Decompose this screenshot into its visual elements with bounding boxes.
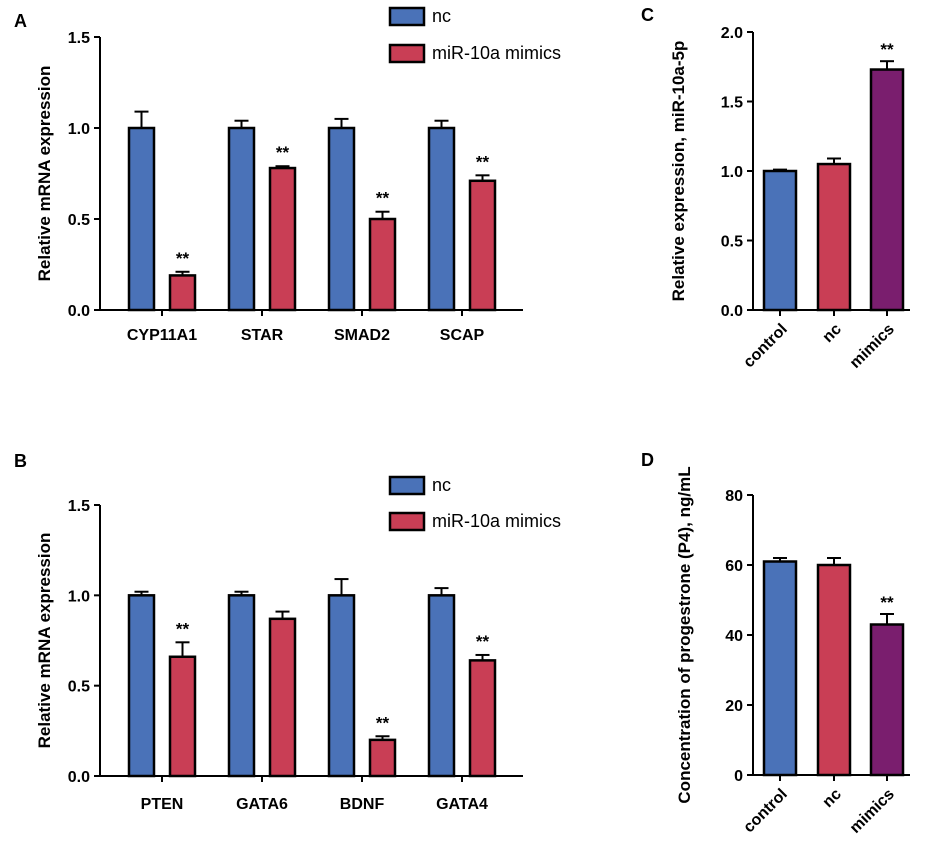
y-tick-label: 0.5 [68, 212, 90, 229]
bar-mimics [268, 617, 297, 778]
legend-label: nc [432, 6, 451, 26]
bar-mimics [368, 217, 397, 312]
significance-marker: ** [176, 619, 190, 638]
significance-marker: ** [476, 152, 490, 171]
bar-control [762, 560, 798, 777]
category-label: nc [820, 786, 845, 811]
y-tick-label: 1.5 [68, 498, 90, 515]
category-label: control [740, 321, 790, 371]
legend-label: nc [432, 475, 451, 495]
category-label: PTEN [141, 796, 184, 813]
panel-label-C: C [641, 5, 654, 25]
panel-label-A: A [14, 11, 27, 31]
bar-mimics [168, 274, 197, 312]
bar-mimics [468, 179, 497, 312]
y-tick-label: 0.0 [68, 303, 90, 320]
y-tick-label: 1.0 [721, 164, 743, 181]
significance-marker: ** [376, 713, 390, 732]
category-label: STAR [241, 327, 284, 344]
y-axis-label: Relative mRNA expression [35, 66, 54, 282]
y-tick-label: 1.0 [68, 121, 90, 138]
category-label: control [740, 786, 790, 836]
y-tick-label: 20 [725, 698, 743, 715]
category-label: nc [820, 321, 845, 346]
bar-nc [227, 126, 256, 312]
legend-swatch [388, 6, 426, 27]
bar-mimics [468, 659, 497, 778]
bar-nc [227, 594, 256, 778]
bar-nc [427, 126, 456, 312]
y-tick-label: 2.0 [721, 25, 743, 42]
bar-nc [816, 162, 852, 312]
y-axis-label: Relative mRNA expression [35, 533, 54, 749]
y-tick-label: 0.5 [68, 679, 90, 696]
y-tick-label: 1.5 [68, 30, 90, 47]
bar-nc [127, 126, 156, 312]
bar-nc [327, 126, 356, 312]
legend-swatch [388, 511, 426, 532]
panel-label-D: D [641, 450, 654, 470]
bar-mimics [168, 655, 197, 778]
bar-mimics [368, 738, 397, 778]
y-tick-label: 1.5 [721, 95, 743, 112]
bar-nc [427, 594, 456, 778]
legend-swatch [388, 43, 426, 64]
y-tick-label: 80 [725, 488, 743, 505]
y-tick-label: 1.0 [68, 588, 90, 605]
legend-label: miR-10a mimics [432, 43, 561, 63]
y-tick-label: 0.0 [68, 769, 90, 786]
significance-marker: ** [376, 189, 390, 208]
category-label: BDNF [340, 796, 385, 813]
category-label: GATA4 [436, 796, 488, 813]
y-tick-label: 0.5 [721, 234, 743, 251]
category-label: CYP11A1 [127, 327, 197, 344]
bar-mimics [268, 166, 297, 312]
category-label: SCAP [440, 327, 485, 344]
category-label: GATA6 [236, 796, 288, 813]
significance-marker: ** [276, 143, 290, 162]
legend-label: miR-10a mimics [432, 511, 561, 531]
legend-swatch [388, 475, 426, 496]
y-tick-label: 60 [725, 558, 743, 575]
panel-label-B: B [14, 451, 27, 471]
significance-marker: ** [176, 249, 190, 268]
category-label: mimics [847, 321, 898, 372]
y-tick-label: 0.0 [721, 303, 743, 320]
bar-mimics [869, 623, 905, 777]
bar-nc [127, 594, 156, 778]
bar-control [762, 169, 798, 312]
category-label: mimics [847, 786, 898, 837]
y-tick-label: 0 [734, 768, 743, 785]
bar-mimics [869, 68, 905, 312]
significance-marker: ** [476, 632, 490, 651]
y-axis-label: Concentration of progestrone (P4), ng/mL [675, 466, 694, 803]
y-tick-label: 40 [725, 628, 743, 645]
bar-nc [816, 563, 852, 777]
significance-marker: ** [880, 40, 894, 59]
category-label: SMAD2 [334, 327, 390, 344]
y-axis-label: Relative expression, miR-10a-5p [669, 41, 688, 302]
significance-marker: ** [880, 593, 894, 612]
bar-nc [327, 594, 356, 778]
